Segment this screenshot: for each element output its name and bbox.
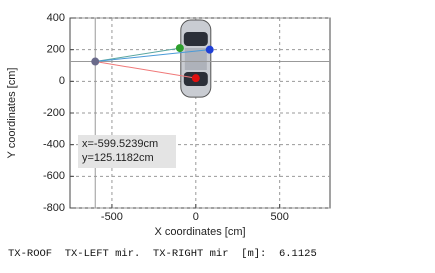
y-tick-label: -800 (43, 202, 65, 214)
status-text: TX-ROOF TX-LEFT mir. TX-RIGHT mir [m]: 6… (8, 248, 317, 260)
x-tick-label: 0 (193, 211, 199, 223)
y-axis-title: Y coordinates [cm] (6, 68, 18, 159)
y-tick-label: -400 (43, 139, 65, 151)
y-tick-label: 400 (47, 12, 65, 24)
page: {"chart_data": {"type": "scatter", "xlab… (0, 0, 435, 273)
x-tick-label: -500 (101, 211, 123, 223)
annotation-text: y=125.1182cm (82, 152, 154, 164)
car-icon (181, 20, 211, 97)
point (192, 74, 200, 82)
y-tick-label: 200 (47, 44, 65, 56)
x-tick-label: 500 (270, 211, 288, 223)
car-windshield (184, 32, 208, 46)
annotation-text: x=-599.5239cm (82, 138, 158, 150)
y-tick-label: -600 (43, 170, 65, 182)
y-tick-label: -200 (43, 107, 65, 119)
point (176, 44, 184, 52)
y-tick-label: 0 (59, 75, 65, 87)
point (206, 46, 214, 54)
x-axis-title: X coordinates [cm] (154, 226, 245, 238)
chart: X coordinates [cm] Y coordinates [cm] -5… (0, 0, 435, 245)
point (91, 58, 99, 66)
